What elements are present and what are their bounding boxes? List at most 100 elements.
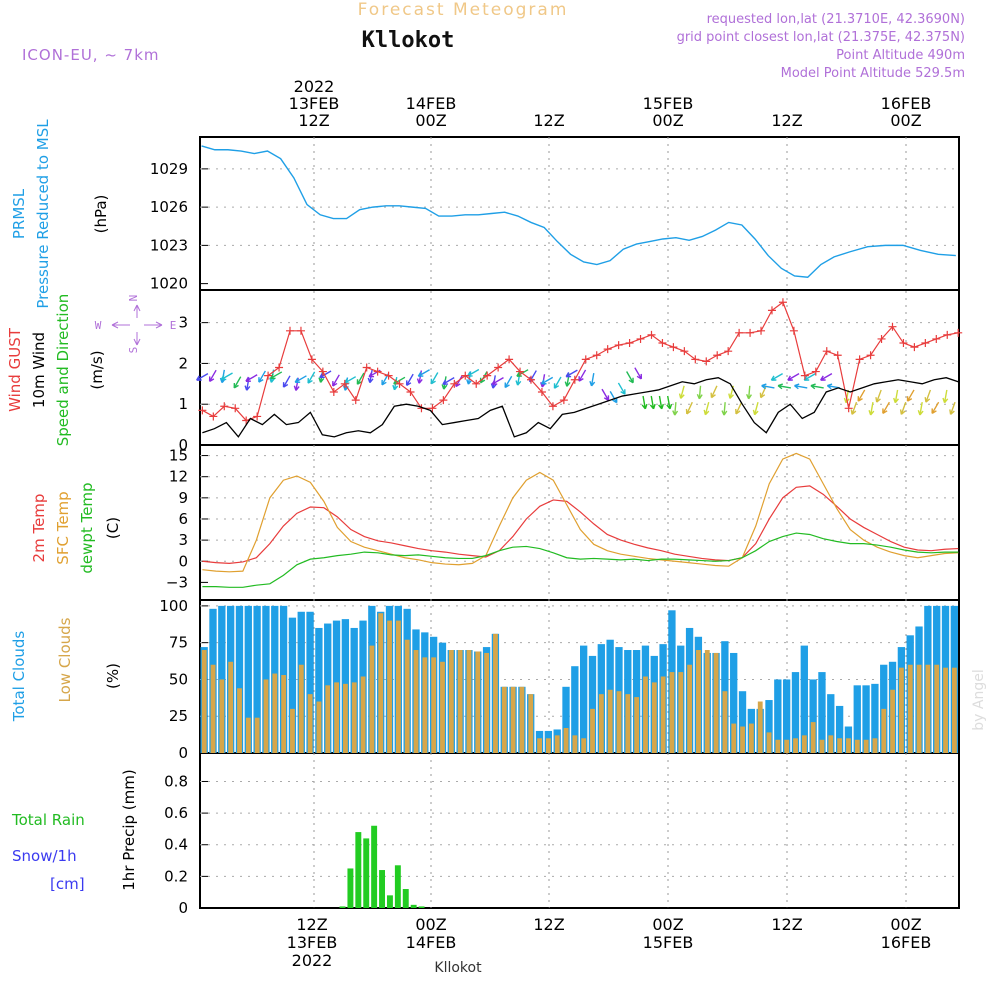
low-cloud-bar [545, 738, 551, 753]
wind-direction-arrow-icon [893, 389, 899, 404]
low-cloud-bar [501, 686, 507, 753]
low-cloud-bar [316, 701, 322, 753]
low-cloud-bar [422, 657, 428, 753]
wind-gust-marker [494, 363, 503, 372]
low-cloud-bar [731, 723, 737, 753]
low-cloud-bar [554, 735, 560, 753]
wind-gust-marker [614, 341, 623, 350]
temp-label-dewpt: dewpt Temp [78, 482, 96, 573]
wind-direction-arrow-icon [609, 391, 618, 404]
low-cloud-bar [528, 694, 534, 753]
precip-unit: 1hr Precip (mm) [120, 769, 138, 890]
low-cloud-bar [863, 739, 869, 753]
wind-gust-marker [537, 387, 546, 396]
low-cloud-bar [925, 664, 931, 753]
rain-bar [339, 906, 346, 908]
wind-direction-arrow-icon [220, 372, 233, 381]
total-cloud-bar [782, 679, 791, 753]
wind-direction-arrow-icon [553, 376, 562, 389]
temp-line-sfc-temp [202, 452, 959, 573]
top-label-0-line1: 2022 [294, 77, 335, 96]
model-point-altitude: Model Point Altitude 529.5m [781, 66, 965, 81]
wind-direction-arrow-icon [307, 371, 316, 384]
wind-direction-arrow-icon [578, 369, 587, 382]
rain-bar [371, 825, 378, 908]
precip-y-ticks: 0 0.2 0.4 0.6 0.8 [164, 772, 208, 917]
meteogram-title: Forecast Meteogram [358, 0, 569, 20]
precip-label-rain: Total Rain [11, 811, 85, 829]
low-cloud-bar [537, 738, 542, 753]
top-label-5-line2: 16FEB [881, 94, 932, 113]
precip-tick-label: 0.2 [164, 867, 188, 885]
rain-bar [355, 832, 362, 908]
rain-bar [386, 895, 393, 908]
low-cloud-bar [598, 694, 604, 753]
wind-gust-marker [811, 367, 820, 376]
wind-direction-arrow-icon [787, 373, 800, 381]
low-cloud-bar [643, 676, 648, 753]
temp-unit: (C) [104, 517, 122, 539]
wind-direction-arrow-icon [540, 376, 554, 385]
low-cloud-bar [351, 682, 357, 753]
low-cloud-bar [660, 676, 666, 753]
wind-gust-marker [691, 355, 700, 364]
wind-gust-marker [757, 326, 766, 335]
total-cloud-bar [853, 685, 861, 753]
total-cloud-bar [835, 705, 844, 753]
wind-gust-marker [362, 363, 371, 372]
low-cloud-bar [581, 738, 587, 753]
total-cloud-bar [244, 605, 252, 753]
wind-gust-marker [198, 406, 207, 415]
wind-direction-arrow-icon [208, 369, 217, 383]
wind-gust-marker [318, 367, 327, 376]
wind-direction-arrow-icon [882, 401, 890, 415]
wind-gust-marker [548, 402, 557, 411]
wind-gust-marker [855, 355, 864, 364]
wind-panel-labels: Wind GUST 10m Wind Speed and Direction (… [6, 294, 106, 447]
wind-gust-marker [899, 339, 908, 348]
rain-bar [363, 838, 370, 908]
cloud-tick-label: 0 [178, 744, 188, 762]
wind-direction-arrow-icon [356, 372, 365, 385]
low-cloud-bar [872, 738, 878, 753]
wind-label-10m: 10m Wind [30, 332, 48, 408]
total-cloud-bar [235, 605, 244, 753]
wind-direction-arrow-icon [803, 373, 816, 381]
wind-gust-marker [800, 371, 809, 380]
low-cloud-bar [237, 688, 242, 753]
wind-direction-arrow-icon [430, 372, 439, 385]
precip-label-snow-unit: [cm] [50, 875, 85, 893]
wind-direction-arrow-icon [258, 370, 266, 383]
wind-direction-arrow-icon [703, 401, 710, 416]
wind-gust-marker [932, 334, 941, 343]
wind-direction-arrow-icon [332, 374, 340, 387]
wind-direction-arrow-icon [710, 385, 718, 399]
low-cloud-bar [846, 738, 851, 753]
total-cloud-bar [765, 700, 773, 753]
wind-direction-arrow-icon [466, 368, 480, 377]
bottom-label-2-line1: 12Z [533, 915, 564, 934]
precip-y-grid [200, 780, 959, 877]
bottom-label-4: 12Z [771, 915, 802, 934]
wind-arrows [196, 367, 956, 416]
low-cloud-bar [298, 664, 304, 753]
low-cloud-bar [890, 689, 896, 753]
wind-gust-marker [351, 396, 360, 405]
wind-gust-marker [307, 355, 316, 364]
wind-direction-arrow-icon [343, 376, 357, 384]
total-cloud-bar [818, 672, 826, 753]
low-cloud-bar [722, 691, 728, 753]
wind-direction-arrow-icon [685, 401, 693, 415]
wind-direction-arrow-icon [319, 370, 332, 379]
wind-label-speed-dir: Speed and Direction [54, 294, 72, 447]
total-cloud-bar [800, 645, 808, 753]
pressure-label-prmsl: PRMSL [10, 188, 28, 239]
wind-gust-marker [373, 367, 382, 376]
total-cloud-bar [791, 672, 800, 753]
precip-panel-labels: Total Rain Snow/1h [cm] 1hr Precip (mm) [11, 769, 138, 893]
total-cloud-bar [774, 679, 782, 753]
top-label-2-line3: 12Z [533, 111, 564, 130]
bottom-label-4-line1: 12Z [771, 915, 802, 934]
